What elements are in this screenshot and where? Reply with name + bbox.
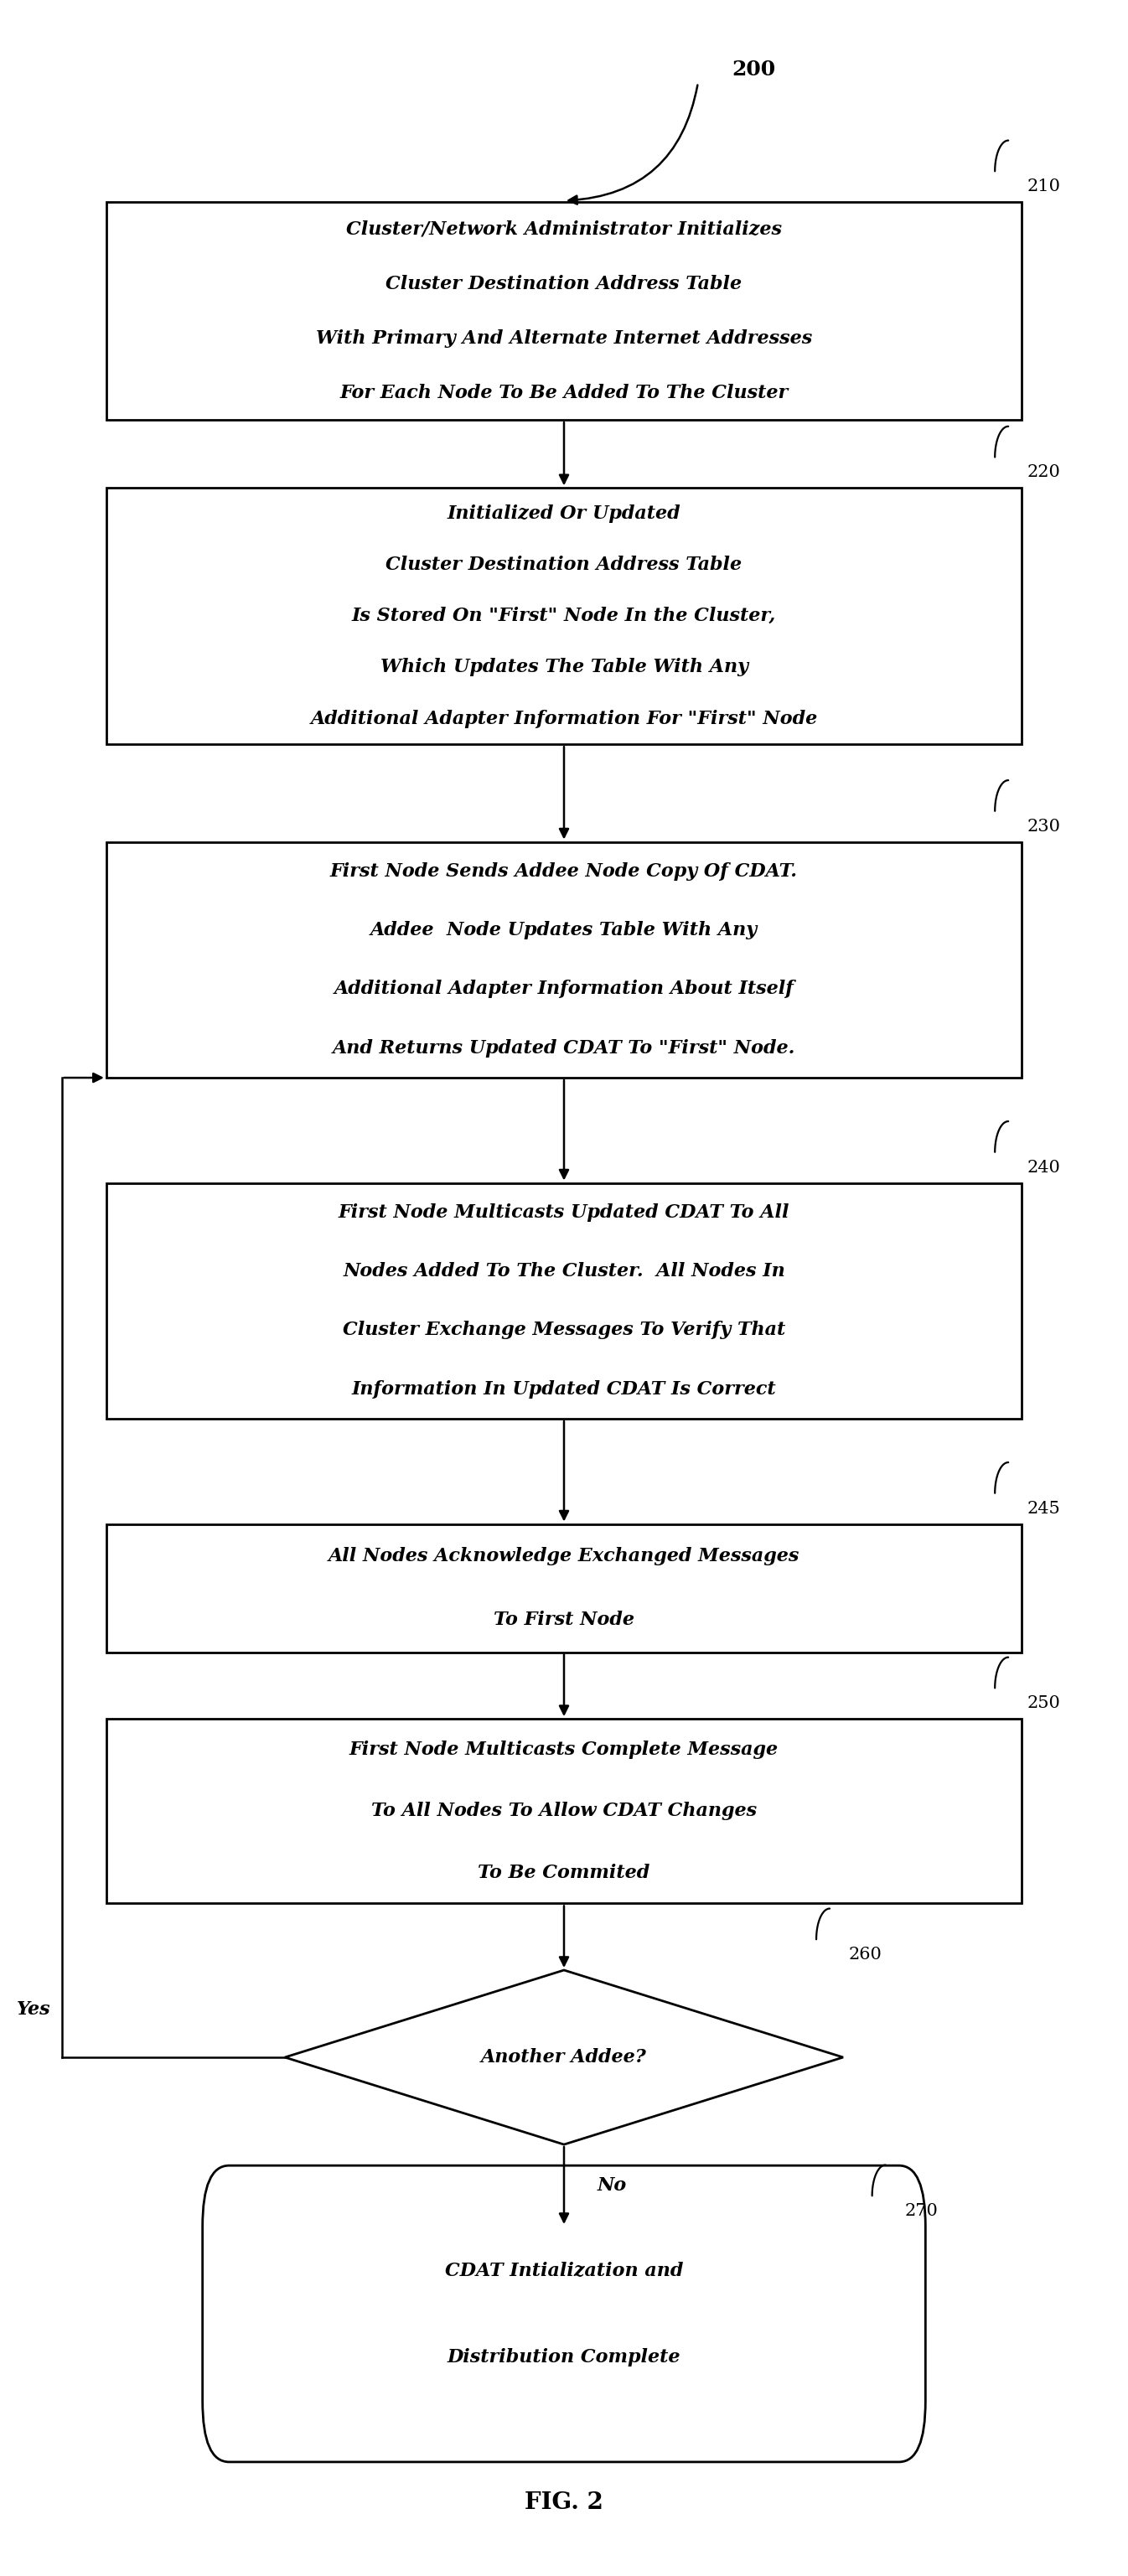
- FancyBboxPatch shape: [106, 1182, 1022, 1419]
- Text: CDAT Intialization and: CDAT Intialization and: [444, 2262, 684, 2280]
- Text: Yes: Yes: [17, 2002, 51, 2020]
- Text: 245: 245: [1028, 1502, 1060, 1517]
- Text: For Each Node To Be Added To The Cluster: For Each Node To Be Added To The Cluster: [340, 384, 788, 402]
- Text: 210: 210: [1028, 178, 1060, 196]
- FancyBboxPatch shape: [106, 1718, 1022, 1904]
- Text: Is Stored On "First" Node In the Cluster,: Is Stored On "First" Node In the Cluster…: [352, 608, 776, 626]
- Text: All Nodes Acknowledge Exchanged Messages: All Nodes Acknowledge Exchanged Messages: [328, 1546, 800, 1566]
- Text: Cluster/Network Administrator Initializes: Cluster/Network Administrator Initialize…: [346, 219, 782, 240]
- Text: Cluster Destination Address Table: Cluster Destination Address Table: [386, 276, 742, 294]
- Text: To Be Commited: To Be Commited: [478, 1862, 650, 1883]
- Text: No: No: [598, 2177, 627, 2195]
- FancyBboxPatch shape: [106, 1525, 1022, 1651]
- Text: Cluster Exchange Messages To Verify That: Cluster Exchange Messages To Verify That: [343, 1321, 785, 1340]
- Text: First Node Multicasts Complete Message: First Node Multicasts Complete Message: [350, 1741, 778, 1759]
- Text: With Primary And Alternate Internet Addresses: With Primary And Alternate Internet Addr…: [316, 330, 812, 348]
- Text: 230: 230: [1028, 819, 1060, 835]
- Text: First Node Sends Addee Node Copy Of CDAT.: First Node Sends Addee Node Copy Of CDAT…: [331, 863, 797, 881]
- FancyBboxPatch shape: [106, 487, 1022, 744]
- Text: Addee  Node Updates Table With Any: Addee Node Updates Table With Any: [370, 922, 758, 940]
- FancyBboxPatch shape: [203, 2166, 925, 2463]
- Text: To First Node: To First Node: [494, 1610, 634, 1628]
- Text: Additional Adapter Information About Itself: Additional Adapter Information About Its…: [334, 979, 794, 999]
- Text: 200: 200: [731, 59, 775, 80]
- FancyBboxPatch shape: [106, 842, 1022, 1077]
- Text: FIG. 2: FIG. 2: [525, 2491, 603, 2514]
- Text: And Returns Updated CDAT To "First" Node.: And Returns Updated CDAT To "First" Node…: [333, 1038, 795, 1059]
- Text: 240: 240: [1028, 1159, 1060, 1175]
- Text: Cluster Destination Address Table: Cluster Destination Address Table: [386, 556, 742, 574]
- Text: 270: 270: [905, 2202, 937, 2218]
- Text: Information In Updated CDAT Is Correct: Information In Updated CDAT Is Correct: [352, 1381, 776, 1399]
- Text: Which Updates The Table With Any: Which Updates The Table With Any: [380, 659, 748, 677]
- Text: Nodes Added To The Cluster.  All Nodes In: Nodes Added To The Cluster. All Nodes In: [343, 1262, 785, 1280]
- Polygon shape: [285, 1971, 843, 2143]
- Text: To All Nodes To Allow CDAT Changes: To All Nodes To Allow CDAT Changes: [371, 1801, 757, 1821]
- FancyBboxPatch shape: [106, 201, 1022, 420]
- Text: 250: 250: [1028, 1695, 1060, 1710]
- Text: Initialized Or Updated: Initialized Or Updated: [447, 505, 681, 523]
- Text: Distribution Complete: Distribution Complete: [448, 2349, 680, 2367]
- Text: Additional Adapter Information For "First" Node: Additional Adapter Information For "Firs…: [310, 708, 818, 729]
- Text: Another Addee?: Another Addee?: [482, 2048, 646, 2066]
- Text: 260: 260: [848, 1947, 882, 1963]
- Text: 220: 220: [1028, 464, 1060, 482]
- Text: First Node Multicasts Updated CDAT To All: First Node Multicasts Updated CDAT To Al…: [338, 1203, 790, 1221]
